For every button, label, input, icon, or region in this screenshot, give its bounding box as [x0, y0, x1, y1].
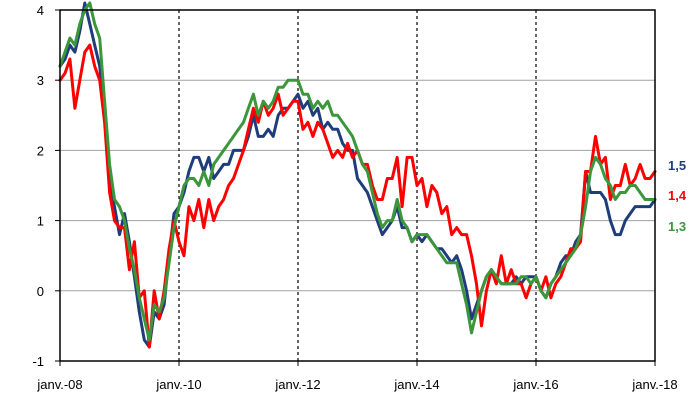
- y-tick-label: 2: [37, 143, 44, 158]
- series-end-label: 1,4: [668, 188, 687, 203]
- plot-border: [59, 9, 656, 362]
- x-tick-label: janv.-14: [393, 377, 439, 392]
- x-axis-ticks: janv.-08 janv.-10 janv.-12 janv.-14 janv.-16…: [36, 361, 678, 392]
- y-tick-label: 4: [37, 3, 44, 18]
- x-tick-label: janv.-12: [274, 377, 320, 392]
- x-tick-label: janv.-10: [155, 377, 201, 392]
- y-tick-label: -1: [32, 354, 44, 369]
- plot-area: [60, 10, 655, 361]
- y-tick-label: 0: [37, 284, 44, 299]
- series-end-label: 1,3: [668, 219, 686, 234]
- y-tick-label: 3: [37, 73, 44, 88]
- x-tick-label: janv.-18: [631, 377, 677, 392]
- end-value-labels: 1,5 1,4 1,3: [668, 158, 687, 234]
- y-axis-ticks: -1 0 1 2 3 4: [32, 3, 60, 369]
- x-tick-label: janv.-08: [36, 377, 82, 392]
- x-tick-label: janv.-16: [512, 377, 558, 392]
- series-end-label: 1,5: [668, 158, 686, 173]
- series-line-3: [58, 1, 657, 342]
- series-lines: [58, 1, 657, 349]
- y-tick-label: 1: [37, 214, 44, 229]
